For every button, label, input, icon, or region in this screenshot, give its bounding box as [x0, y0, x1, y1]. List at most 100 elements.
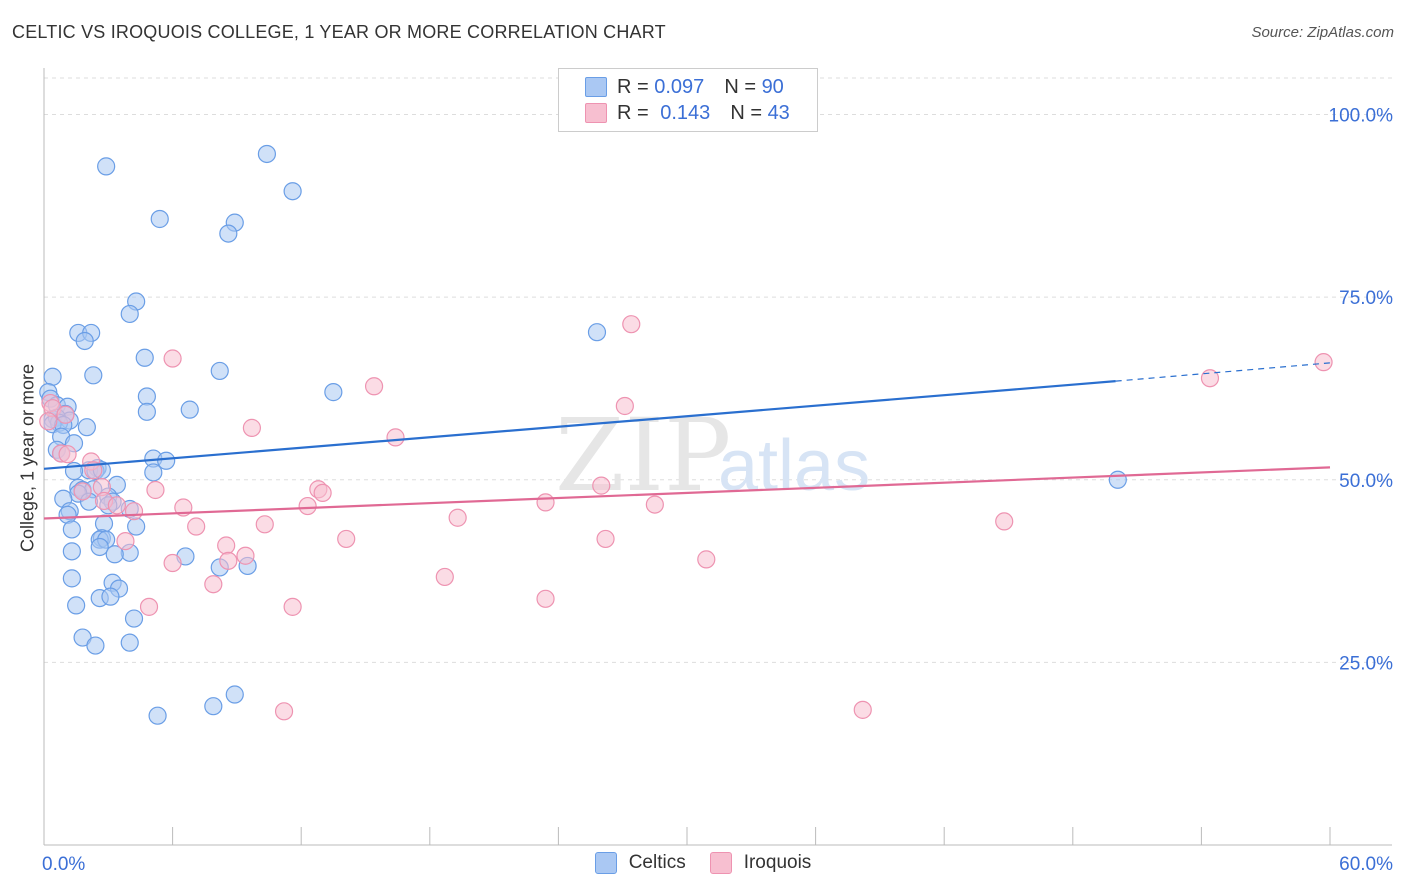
y-tick-label: 50.0% [1339, 471, 1393, 492]
y-tick-label: 25.0% [1339, 653, 1393, 674]
iroquois-point [283, 597, 302, 616]
iroquois-n-value: 43 [767, 101, 790, 124]
celtics-point [105, 545, 124, 564]
iroquois-point [73, 482, 92, 501]
legend-row-celtics: R = 0.097 N = 90 [585, 75, 784, 99]
iroquois-point [219, 551, 238, 570]
celtics-point [324, 383, 343, 402]
celtics-trendline-extension [1115, 362, 1331, 382]
celtics-point [124, 609, 144, 628]
celtics-point [73, 628, 92, 647]
celtics-point [204, 697, 223, 716]
iroquois-point [242, 418, 262, 437]
celtics-point [86, 636, 105, 655]
celtics-point [97, 157, 116, 176]
iroquois-point [204, 575, 223, 594]
iroquois-point [313, 483, 332, 503]
celtics-point [120, 633, 139, 652]
y-axis-label: College, 1 year or more [17, 363, 38, 553]
legend-item-iroquois[interactable]: Iroquois [709, 852, 811, 874]
iroquois-point [163, 349, 182, 368]
celtics-legend-label: Celtics [628, 852, 686, 873]
iroquois-point [995, 512, 1014, 531]
celtics-point [90, 537, 109, 557]
legend-item-celtics[interactable]: Celtics [594, 852, 686, 874]
celtics-point [62, 520, 81, 539]
celtics-point [157, 451, 176, 470]
iroquois-point [536, 589, 555, 608]
iroquois-point [58, 445, 77, 464]
celtics-point [1108, 470, 1127, 489]
iroquois-point [236, 546, 255, 565]
iroquois-point [298, 496, 317, 516]
r-label: R = [617, 101, 649, 124]
celtics-point [43, 367, 62, 386]
celtics-point [135, 348, 154, 367]
iroquois-point [56, 405, 75, 424]
iroquois-point [337, 529, 356, 549]
iroquois-point [146, 480, 165, 500]
iroquois-point [853, 700, 872, 719]
celtics-point [77, 418, 96, 437]
celtics-point [283, 182, 302, 201]
celtics-point [137, 402, 156, 421]
iroquois-point [274, 702, 294, 721]
celtics-n-value: 90 [761, 75, 784, 98]
iroquois-r-value: 0.143 [660, 101, 711, 124]
celtics-point [67, 596, 86, 615]
iroquois-point [622, 315, 641, 334]
celtics-trendline [43, 380, 1116, 470]
celtics-point [62, 569, 81, 588]
celtics-point [210, 361, 229, 381]
stats-legend: R = 0.097 N = 90 R = 0.143 N = 43 [558, 68, 818, 132]
trend-layer [43, 362, 1331, 520]
celtics-point [127, 517, 146, 536]
iroquois-point [596, 529, 615, 549]
celtics-point [62, 542, 81, 561]
iroquois-point [217, 536, 236, 555]
iroquois-point [187, 517, 206, 536]
iroquois-point [107, 496, 126, 515]
iroquois-point [615, 396, 634, 416]
axis-layer [43, 68, 1392, 846]
n-label: N = [730, 101, 762, 124]
celtics-point [219, 224, 238, 243]
celtics-point [148, 706, 167, 725]
x-tick-label: 0.0% [42, 854, 85, 875]
celtics-point [587, 323, 607, 342]
celtics-swatch [585, 77, 607, 97]
source-label: Source: ZipAtlas.com [1251, 24, 1394, 41]
label-layer: 25.0% 50.0% 75.0% 100.0% 0.0% 60.0% [42, 106, 1393, 875]
y-tick-label: 75.0% [1339, 288, 1393, 309]
celtics-legend-swatch [594, 852, 617, 874]
iroquois-point [697, 550, 716, 569]
n-label: N = [724, 75, 756, 98]
iroquois-point [592, 476, 611, 495]
legend-row-iroquois: R = 0.143 N = 43 [585, 101, 790, 125]
watermark-atlas: atlas [718, 426, 870, 506]
celtics-point [180, 400, 199, 419]
x-tick-label: 60.0% [1339, 854, 1393, 875]
iroquois-point [386, 428, 405, 447]
y-tick-label: 100.0% [1329, 106, 1394, 127]
celtics-point [120, 304, 139, 324]
celtics-point [225, 685, 244, 704]
iroquois-point [39, 412, 58, 431]
iroquois-point [1314, 353, 1333, 372]
celtics-point [257, 144, 277, 164]
iroquois-swatch [585, 103, 607, 123]
iroquois-point [255, 515, 274, 534]
iroquois-legend-swatch [709, 852, 732, 874]
iroquois-point [435, 567, 454, 587]
series-legend: Celtics Iroquois [0, 852, 1406, 874]
iroquois-point [448, 508, 467, 527]
chart-title: CELTIC VS IROQUOIS COLLEGE, 1 YEAR OR MO… [12, 22, 666, 42]
iroquois-point [163, 553, 182, 573]
iroquois-point [116, 532, 135, 551]
iroquois-point [645, 495, 664, 514]
celtics-point [144, 463, 163, 482]
iroquois-point [536, 493, 555, 512]
iroquois-trendline [43, 466, 1331, 520]
celtics-r-value: 0.097 [654, 75, 705, 98]
celtics-point [150, 209, 169, 229]
